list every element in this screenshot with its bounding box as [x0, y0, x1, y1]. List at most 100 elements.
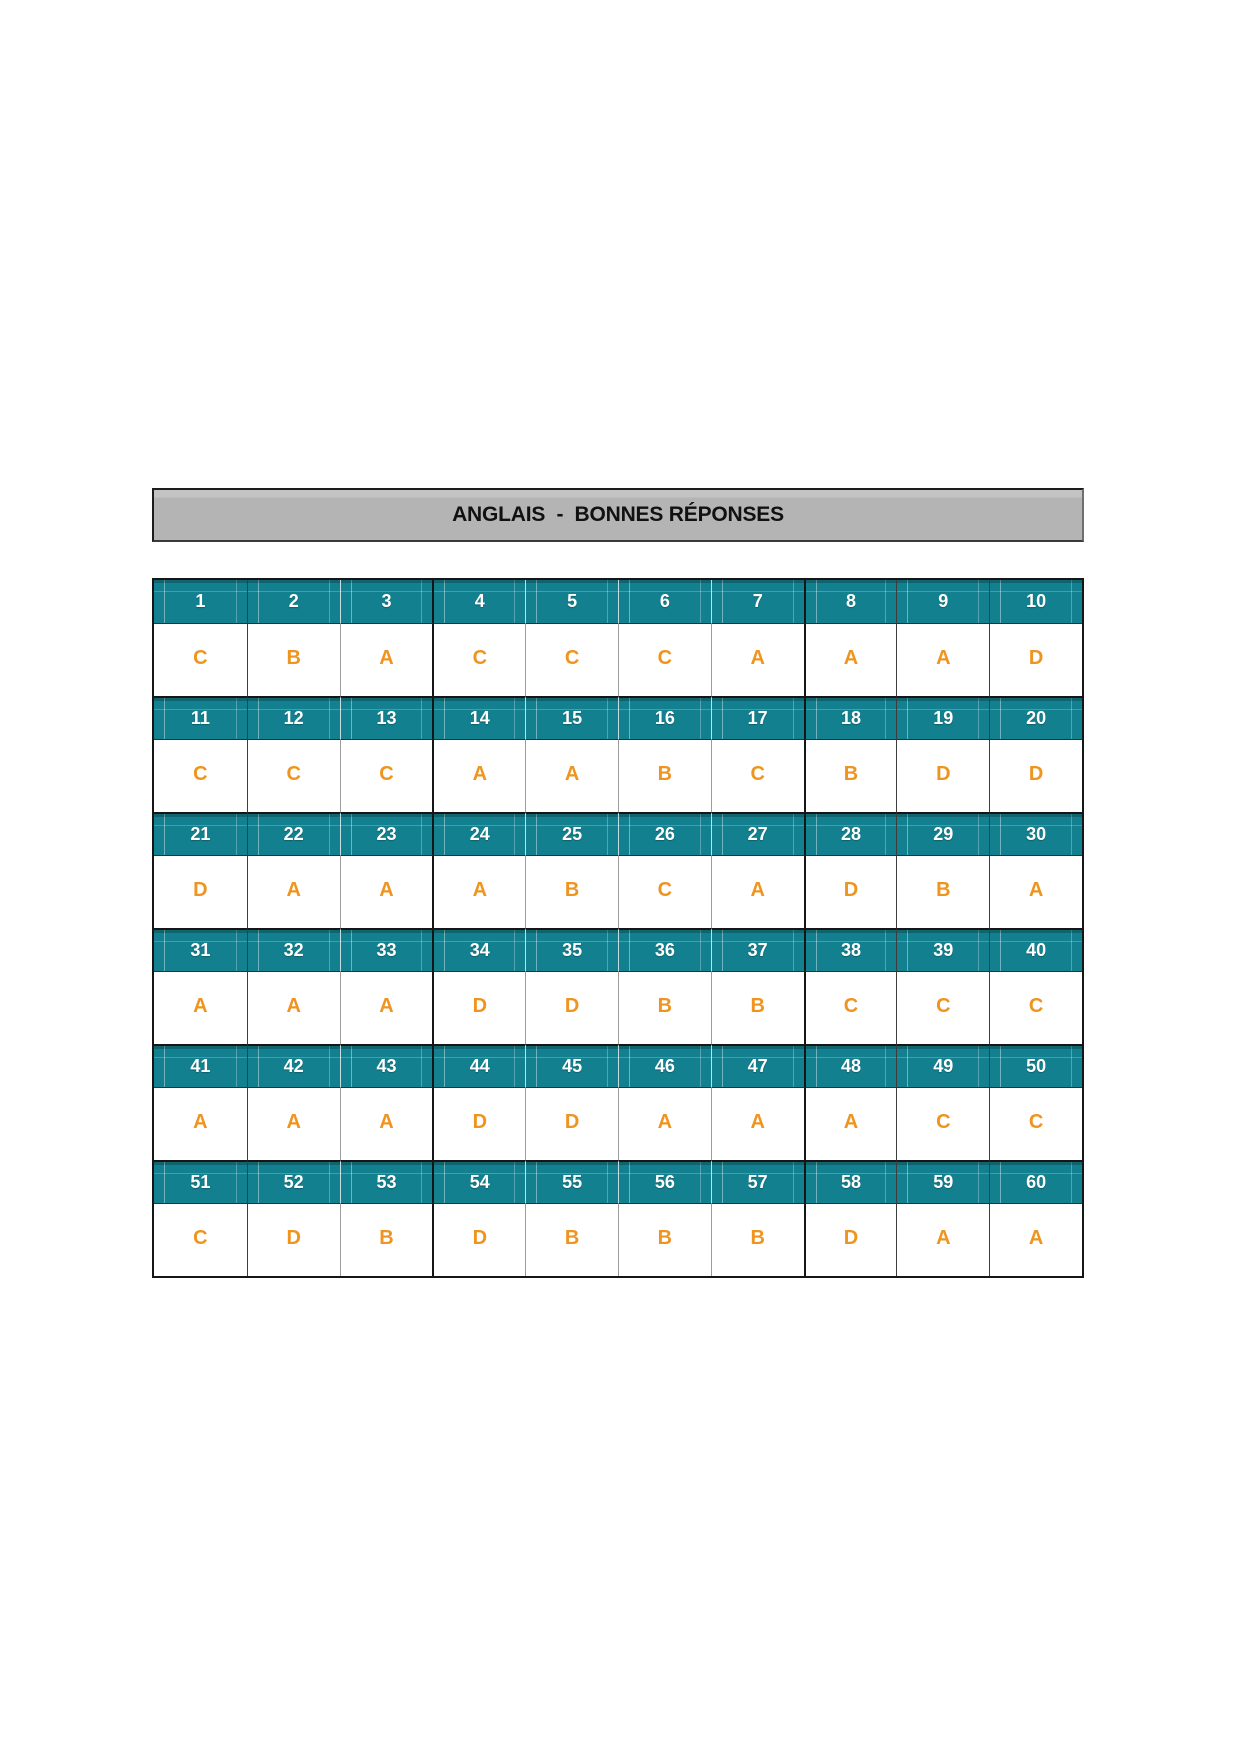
answer-cell: C — [989, 1088, 1082, 1160]
answer-cell: A — [339, 856, 433, 928]
question-number-cell: 59 — [896, 1160, 990, 1204]
answer-cell: C — [710, 740, 804, 812]
answer-table: 1 2 3 4 5 6 7 8 9 10 C B A C C C A A A D 11 12 13 14 15 16 17 18 19 2… — [152, 578, 1084, 1278]
question-number-cell: 55 — [525, 1160, 618, 1204]
question-number-cell: 45 — [525, 1044, 618, 1088]
answer-cell: A — [618, 1088, 711, 1160]
question-number-cell: 39 — [896, 928, 990, 972]
question-number-cell: 4 — [432, 580, 526, 624]
answer-cell: B — [710, 972, 804, 1044]
question-number-cell: 40 — [989, 928, 1082, 972]
answer-cell: A — [525, 740, 618, 812]
answer-cell: C — [989, 972, 1082, 1044]
question-number-cell: 38 — [803, 928, 897, 972]
question-number-cell: 10 — [989, 580, 1082, 624]
question-number-cell: 47 — [710, 1044, 804, 1088]
question-number-cell: 48 — [803, 1044, 897, 1088]
answer-cell: A — [710, 856, 804, 928]
answer-cell: A — [154, 972, 247, 1044]
question-number-cell: 17 — [710, 696, 804, 740]
question-number-cell: 18 — [803, 696, 897, 740]
answer-cell: A — [432, 856, 526, 928]
question-number-cell: 9 — [896, 580, 990, 624]
answer-cell: A — [432, 740, 526, 812]
answer-cell: D — [803, 1204, 897, 1276]
question-number-cell: 35 — [525, 928, 618, 972]
answer-cell: D — [525, 1088, 618, 1160]
answer-cell: D — [989, 740, 1082, 812]
answer-cell: D — [154, 856, 247, 928]
answer-cell: B — [710, 1204, 804, 1276]
answer-cell: A — [989, 1204, 1082, 1276]
question-number-cell: 34 — [432, 928, 526, 972]
question-number-cell: 51 — [154, 1160, 247, 1204]
answer-cell: B — [618, 740, 711, 812]
question-number-cell: 37 — [710, 928, 804, 972]
answer-cell: B — [618, 1204, 711, 1276]
answer-cell: A — [339, 624, 433, 696]
question-number-cell: 23 — [339, 812, 433, 856]
question-number-cell: 14 — [432, 696, 526, 740]
question-number-cell: 56 — [618, 1160, 711, 1204]
answer-cell: C — [618, 856, 711, 928]
answer-cell: C — [432, 624, 526, 696]
question-number-cell: 53 — [339, 1160, 433, 1204]
question-number-cell: 19 — [896, 696, 990, 740]
answer-cell: C — [896, 1088, 990, 1160]
question-number-cell: 13 — [339, 696, 433, 740]
question-number-cell: 20 — [989, 696, 1082, 740]
answer-cell: B — [339, 1204, 433, 1276]
answer-cell: A — [339, 972, 433, 1044]
question-number-cell: 12 — [246, 696, 340, 740]
question-number-cell: 28 — [803, 812, 897, 856]
answer-cell: A — [154, 1088, 247, 1160]
answer-cell: D — [432, 1204, 526, 1276]
answer-cell: B — [246, 624, 340, 696]
answer-cell: D — [803, 856, 897, 928]
question-number-cell: 41 — [154, 1044, 247, 1088]
question-number-cell: 11 — [154, 696, 247, 740]
answer-cell: C — [339, 740, 433, 812]
answer-cell: A — [803, 1088, 897, 1160]
question-number-cell: 3 — [339, 580, 433, 624]
question-number-cell: 24 — [432, 812, 526, 856]
question-number-cell: 2 — [246, 580, 340, 624]
question-number-cell: 15 — [525, 696, 618, 740]
question-number-cell: 42 — [246, 1044, 340, 1088]
question-number-cell: 33 — [339, 928, 433, 972]
answer-cell: C — [154, 740, 247, 812]
answer-cell: B — [525, 856, 618, 928]
question-number-cell: 43 — [339, 1044, 433, 1088]
answer-cell: B — [896, 856, 990, 928]
answer-cell: D — [896, 740, 990, 812]
question-number-cell: 32 — [246, 928, 340, 972]
answer-cell: A — [803, 624, 897, 696]
answer-cell: B — [803, 740, 897, 812]
answer-cell: A — [989, 856, 1082, 928]
page-title: ANGLAIS - BONNES RÉPONSES — [452, 503, 784, 526]
answer-cell: A — [896, 1204, 990, 1276]
question-number-cell: 52 — [246, 1160, 340, 1204]
question-number-cell: 29 — [896, 812, 990, 856]
answer-cell: A — [246, 972, 340, 1044]
question-number-cell: 30 — [989, 812, 1082, 856]
answer-cell: C — [803, 972, 897, 1044]
question-number-cell: 50 — [989, 1044, 1082, 1088]
question-number-cell: 7 — [710, 580, 804, 624]
question-number-cell: 60 — [989, 1160, 1082, 1204]
answer-cell: D — [989, 624, 1082, 696]
answer-cell: D — [432, 972, 526, 1044]
question-number-cell: 44 — [432, 1044, 526, 1088]
answer-cell: A — [710, 1088, 804, 1160]
question-number-cell: 36 — [618, 928, 711, 972]
question-number-cell: 31 — [154, 928, 247, 972]
answer-cell: C — [154, 1204, 247, 1276]
title-bar: ANGLAIS - BONNES RÉPONSES — [152, 488, 1084, 542]
question-number-cell: 21 — [154, 812, 247, 856]
question-number-cell: 46 — [618, 1044, 711, 1088]
question-number-cell: 25 — [525, 812, 618, 856]
answer-cell: A — [246, 856, 340, 928]
question-number-cell: 16 — [618, 696, 711, 740]
answer-cell: D — [432, 1088, 526, 1160]
